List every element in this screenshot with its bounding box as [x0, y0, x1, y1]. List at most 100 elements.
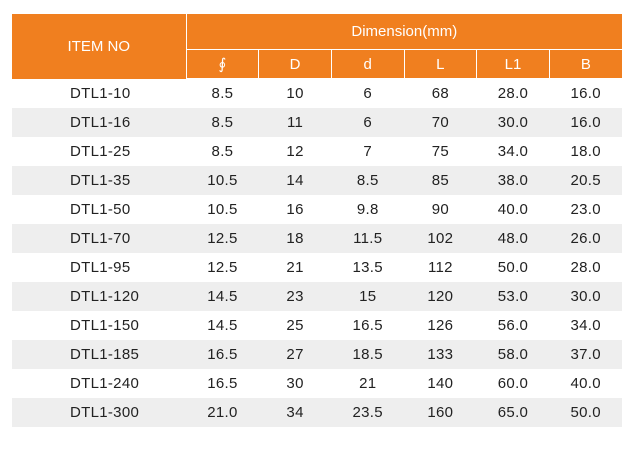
- cell-item-no: DTL1-150: [12, 311, 187, 340]
- cell-diameter: 16.5: [186, 369, 259, 398]
- cell-B: 30.0: [549, 282, 622, 311]
- cell-L: 133: [404, 340, 477, 369]
- cell-diameter: 16.5: [186, 340, 259, 369]
- cell-L: 102: [404, 224, 477, 253]
- table-row: DTL1-95 12.5 21 13.5 112 50.0 28.0: [12, 253, 622, 282]
- cell-d: 13.5: [331, 253, 405, 282]
- column-header-D: D: [258, 49, 332, 79]
- cell-diameter: 8.5: [186, 108, 259, 137]
- column-header-L: L: [404, 49, 478, 79]
- cell-d: 9.8: [331, 195, 405, 224]
- cell-L: 120: [404, 282, 477, 311]
- table-row: DTL1-25 8.5 12 7 75 34.0 18.0: [12, 137, 622, 166]
- cell-item-no: DTL1-35: [12, 166, 187, 195]
- cell-item-no: DTL1-10: [12, 78, 187, 108]
- table-row: DTL1-150 14.5 25 16.5 126 56.0 34.0: [12, 311, 622, 340]
- column-header-diameter: ∮: [186, 49, 260, 79]
- cell-L: 68: [404, 78, 477, 108]
- cell-diameter: 8.5: [186, 137, 259, 166]
- cell-L1: 50.0: [476, 253, 550, 282]
- cell-L: 112: [404, 253, 477, 282]
- column-header-L1: L1: [476, 49, 550, 79]
- cell-diameter: 10.5: [186, 195, 259, 224]
- cell-L1: 38.0: [476, 166, 550, 195]
- cell-B: 40.0: [549, 369, 622, 398]
- cell-diameter: 10.5: [186, 166, 259, 195]
- cell-d: 18.5: [331, 340, 405, 369]
- cell-L1: 56.0: [476, 311, 550, 340]
- cell-d: 15: [331, 282, 405, 311]
- table-row: DTL1-120 14.5 23 15 120 53.0 30.0: [12, 282, 622, 311]
- column-header-d: d: [331, 49, 405, 79]
- cell-D: 25: [258, 311, 332, 340]
- cell-D: 23: [258, 282, 332, 311]
- cell-B: 16.0: [549, 78, 622, 108]
- cell-D: 11: [258, 108, 332, 137]
- table-row: DTL1-240 16.5 30 21 140 60.0 40.0: [12, 369, 622, 398]
- cell-d: 6: [331, 108, 405, 137]
- cell-L: 140: [404, 369, 477, 398]
- column-header-B: B: [549, 49, 622, 79]
- cell-item-no: DTL1-16: [12, 108, 187, 137]
- cell-B: 26.0: [549, 224, 622, 253]
- cell-L1: 30.0: [476, 108, 550, 137]
- cell-L1: 65.0: [476, 398, 550, 427]
- cell-d: 6: [331, 78, 405, 108]
- cell-item-no: DTL1-70: [12, 224, 187, 253]
- cell-L: 90: [404, 195, 477, 224]
- cell-L1: 60.0: [476, 369, 550, 398]
- dimension-table: ITEM NO Dimension(mm) ∮ D d L L1 B DTL1-…: [12, 14, 622, 427]
- cell-L1: 53.0: [476, 282, 550, 311]
- cell-D: 16: [258, 195, 332, 224]
- table-body: DTL1-10 8.5 10 6 68 28.0 16.0 DTL1-16 8.5 11 6 70 30…: [12, 78, 622, 427]
- cell-L: 126: [404, 311, 477, 340]
- table-row: DTL1-185 16.5 27 18.5 133 58.0 37.0: [12, 340, 622, 369]
- table-row: DTL1-16 8.5 11 6 70 30.0 16.0: [12, 108, 622, 137]
- cell-D: 18: [258, 224, 332, 253]
- cell-L: 85: [404, 166, 477, 195]
- cell-d: 16.5: [331, 311, 405, 340]
- cell-d: 7: [331, 137, 405, 166]
- cell-item-no: DTL1-95: [12, 253, 187, 282]
- cell-D: 21: [258, 253, 332, 282]
- cell-B: 16.0: [549, 108, 622, 137]
- cell-L1: 48.0: [476, 224, 550, 253]
- cell-B: 18.0: [549, 137, 622, 166]
- cell-B: 34.0: [549, 311, 622, 340]
- cell-diameter: 12.5: [186, 253, 259, 282]
- cell-B: 50.0: [549, 398, 622, 427]
- cell-item-no: DTL1-50: [12, 195, 187, 224]
- cell-diameter: 14.5: [186, 282, 259, 311]
- cell-L1: 28.0: [476, 78, 550, 108]
- cell-B: 23.0: [549, 195, 622, 224]
- cell-L: 160: [404, 398, 477, 427]
- cell-L1: 40.0: [476, 195, 550, 224]
- item-no-header: ITEM NO: [12, 14, 187, 79]
- cell-d: 11.5: [331, 224, 405, 253]
- cell-diameter: 12.5: [186, 224, 259, 253]
- cell-B: 28.0: [549, 253, 622, 282]
- cell-diameter: 21.0: [186, 398, 259, 427]
- cell-B: 20.5: [549, 166, 622, 195]
- cell-D: 14: [258, 166, 332, 195]
- cell-item-no: DTL1-185: [12, 340, 187, 369]
- cell-B: 37.0: [549, 340, 622, 369]
- cell-L: 75: [404, 137, 477, 166]
- cell-d: 8.5: [331, 166, 405, 195]
- cell-diameter: 14.5: [186, 311, 259, 340]
- table-row: DTL1-300 21.0 34 23.5 160 65.0 50.0: [12, 398, 622, 427]
- table-row: DTL1-50 10.5 16 9.8 90 40.0 23.0: [12, 195, 622, 224]
- cell-diameter: 8.5: [186, 78, 259, 108]
- cell-D: 27: [258, 340, 332, 369]
- cell-D: 30: [258, 369, 332, 398]
- cell-L1: 34.0: [476, 137, 550, 166]
- cell-item-no: DTL1-300: [12, 398, 187, 427]
- cell-d: 21: [331, 369, 405, 398]
- dimension-group-header: Dimension(mm): [186, 14, 622, 50]
- header-row-group: ITEM NO Dimension(mm): [12, 14, 622, 79]
- cell-L1: 58.0: [476, 340, 550, 369]
- header-row-columns: ∮ D d L L1 B: [12, 49, 622, 79]
- cell-item-no: DTL1-25: [12, 137, 187, 166]
- cell-item-no: DTL1-120: [12, 282, 187, 311]
- table-row: DTL1-70 12.5 18 11.5 102 48.0 26.0: [12, 224, 622, 253]
